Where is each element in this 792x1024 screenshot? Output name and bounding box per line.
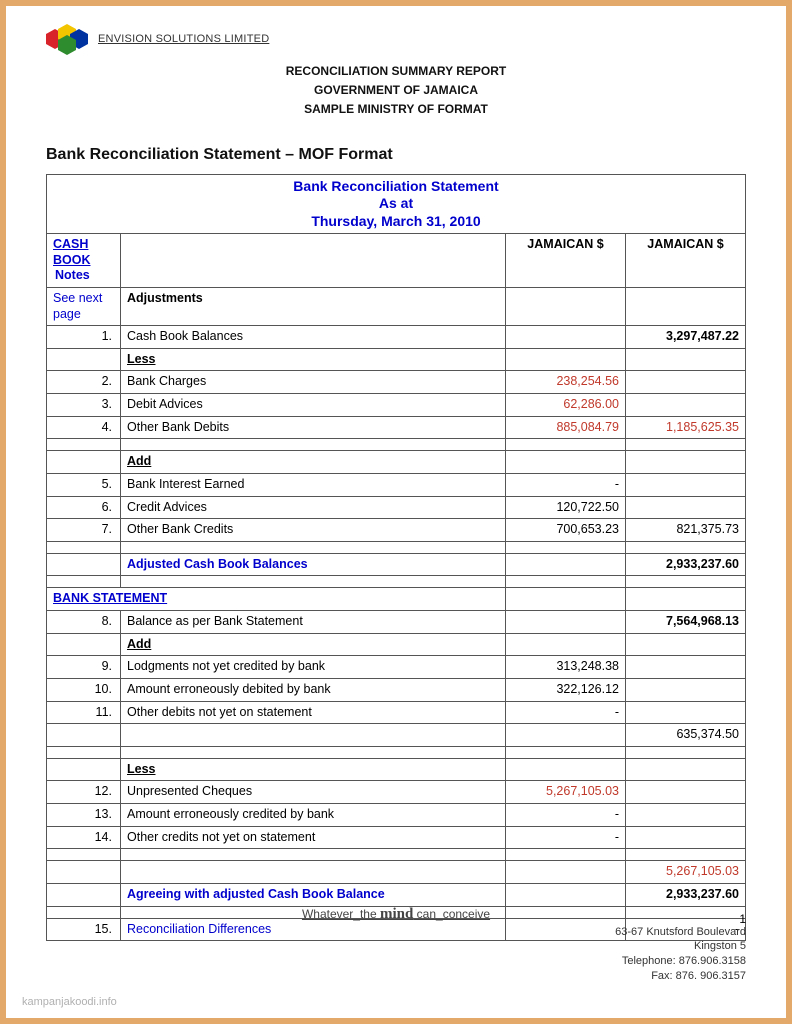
table-row: 14.Other credits not yet on statement- [47, 826, 746, 849]
footer-address: 63-67 Knutsford Boulevard Kingston 5 Tel… [46, 925, 746, 984]
spacer-row [47, 439, 746, 451]
spacer-row [47, 576, 746, 588]
source-watermark: kampanjakoodi.info [22, 996, 117, 1008]
statement-heading-l2: As at [53, 195, 739, 213]
document-page: ENVISION SOLUTIONS LIMITED RECONCILIATIO… [0, 0, 792, 1024]
statement-heading-l3: Thursday, March 31, 2010 [53, 213, 739, 231]
company-name: ENVISION SOLUTIONS LIMITED [98, 33, 269, 45]
table-row: 5.Bank Interest Earned- [47, 473, 746, 496]
less-heading-row-2: Less [47, 758, 746, 781]
less-heading: Less [121, 348, 506, 371]
column-header-row: CASH BOOK Notes JAMAICAN $ JAMAICAN $ [47, 234, 746, 288]
page-number: 1 [739, 912, 746, 926]
page-footer: 1 Whatever_the mind can_conceive 63-67 K… [46, 906, 746, 984]
table-row: 11.Other debits not yet on statement- [47, 701, 746, 724]
table-row: 13.Amount erroneously credited by bank- [47, 804, 746, 827]
add-heading-row: Add [47, 451, 746, 474]
spacer-row [47, 541, 746, 553]
report-line-1: RECONCILIATION SUMMARY REPORT [46, 62, 746, 81]
adjusted-cash-label: Adjusted Cash Book Balances [121, 553, 506, 576]
table-row: 10.Amount erroneously debited by bank322… [47, 678, 746, 701]
spacer-row [47, 849, 746, 861]
col-jamaican-1: JAMAICAN $ [506, 234, 626, 288]
footer-tagline: Whatever_the mind can_conceive [46, 906, 746, 923]
report-line-3: SAMPLE MINISTRY OF FORMAT [46, 100, 746, 119]
table-row: 1.Cash Book Balances3,297,487.22 [47, 326, 746, 349]
see-next-page[interactable]: See next page [47, 287, 121, 325]
table-row: 12.Unpresented Cheques5,267,105.03 [47, 781, 746, 804]
cash-book-header: CASH BOOK Notes [47, 234, 121, 288]
agree-label: Agreeing with adjusted Cash Book Balance [121, 883, 506, 906]
table-row: 8.Balance as per Bank Statement7,564,968… [47, 611, 746, 634]
company-logo-icon [46, 24, 90, 54]
statement-heading: Bank Reconciliation Statement As at Thur… [47, 174, 746, 234]
spacer-row [47, 746, 746, 758]
reconciliation-table: Bank Reconciliation Statement As at Thur… [46, 174, 746, 942]
subtotal-row-2: 5,267,105.03 [47, 861, 746, 884]
less-heading-row: Less [47, 348, 746, 371]
agree-row: Agreeing with adjusted Cash Book Balance… [47, 883, 746, 906]
subtotal-row: 635,374.50 [47, 724, 746, 747]
report-header: RECONCILIATION SUMMARY REPORT GOVERNMENT… [46, 62, 746, 120]
notes-label: Notes [55, 268, 114, 284]
add-heading-row-2: Add [47, 633, 746, 656]
document-title: Bank Reconciliation Statement – MOF Form… [46, 146, 746, 164]
table-row: 7.Other Bank Credits700,653.23821,375.73 [47, 519, 746, 542]
table-row: 4.Other Bank Debits885,084.791,185,625.3… [47, 416, 746, 439]
add-heading: Add [121, 451, 506, 474]
table-row: 6.Credit Advices120,722.50 [47, 496, 746, 519]
bank-statement-link[interactable]: BANK STATEMENT [53, 591, 167, 605]
table-row: 2.Bank Charges238,254.56 [47, 371, 746, 394]
cash-book-link[interactable]: CASH BOOK [53, 237, 114, 268]
bank-statement-heading-row: BANK STATEMENT [47, 588, 746, 611]
col-jamaican-2: JAMAICAN $ [626, 234, 746, 288]
adjusted-balance-row: Adjusted Cash Book Balances2,933,237.60 [47, 553, 746, 576]
adjustments-heading: Adjustments [121, 287, 506, 325]
table-row: 9.Lodgments not yet credited by bank313,… [47, 656, 746, 679]
see-next-row: See next page Adjustments [47, 287, 746, 325]
table-row: 3.Debit Advices62,286.00 [47, 394, 746, 417]
report-line-2: GOVERNMENT OF JAMAICA [46, 81, 746, 100]
statement-heading-l1: Bank Reconciliation Statement [53, 178, 739, 196]
letterhead: ENVISION SOLUTIONS LIMITED [46, 24, 746, 54]
